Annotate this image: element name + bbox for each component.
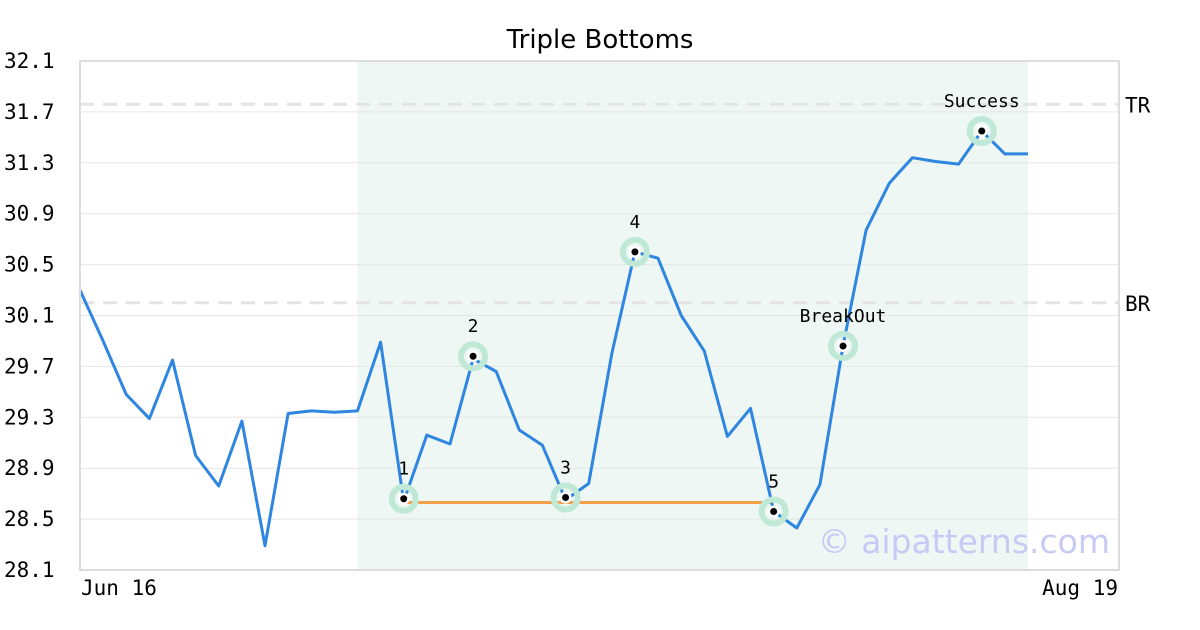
point-halo [458, 341, 489, 372]
y-axis: 28.1 28.5 28.9 29.3 29.7 30.1 30.5 30.9 31.3 31.7… [4, 49, 55, 582]
y-tick-label: 31.7 [4, 100, 55, 124]
y-tick-label: 28.1 [4, 558, 55, 582]
point-halo [388, 483, 419, 514]
y-tick-label: 31.3 [4, 151, 55, 175]
point-marker [839, 342, 847, 350]
x-tick-label: Aug 19 [1042, 576, 1118, 600]
watermark: © aipatterns.com [818, 522, 1110, 561]
pattern-points: 1 2 3 4 5 BreakOut Success [388, 91, 1020, 527]
reference-label-br: BR [1125, 292, 1151, 316]
price-line [78, 129, 1028, 548]
point-label: 5 [768, 471, 779, 492]
point-label: 4 [630, 212, 641, 233]
point-halo [758, 496, 789, 527]
y-tick-label: 30.1 [4, 304, 55, 328]
x-tick-label: Jun 16 [81, 576, 157, 600]
point-halo [966, 115, 997, 146]
y-tick-label: 28.5 [4, 507, 55, 531]
pattern-point-1: 1 [388, 459, 419, 514]
point-marker [562, 493, 570, 501]
reference-lines: TR BR [80, 93, 1151, 316]
point-label: 3 [560, 457, 571, 478]
point-label: 1 [398, 459, 409, 480]
point-halo [550, 482, 581, 513]
pattern-point-4: 4 [619, 212, 650, 267]
pattern-point-3: 3 [550, 457, 581, 513]
plot-frame [79, 60, 1120, 571]
point-halo [828, 331, 859, 362]
reference-label-tr: TR [1125, 93, 1151, 117]
y-tick-label: 29.7 [4, 354, 55, 378]
point-marker [631, 248, 639, 256]
point-halo [619, 236, 650, 267]
y-tick-label: 30.5 [4, 253, 55, 277]
pattern-point-breakout: BreakOut [800, 306, 887, 362]
chart-title: Triple Bottoms [506, 25, 694, 55]
point-marker [469, 352, 477, 360]
point-marker [400, 495, 408, 503]
y-tick-label: 32.1 [4, 49, 55, 73]
point-label: 2 [468, 316, 479, 337]
point-label: Success [944, 91, 1020, 112]
point-marker [978, 127, 986, 135]
pattern-point-5: 5 [758, 471, 789, 527]
pattern-point-success: Success [944, 91, 1020, 146]
y-tick-label: 29.3 [4, 405, 55, 429]
y-tick-label: 30.9 [4, 202, 55, 226]
series-layer [78, 129, 1028, 548]
x-axis: Jun 16 Aug 19 [81, 576, 1118, 600]
point-label: BreakOut [800, 306, 887, 327]
y-tick-label: 28.9 [4, 456, 55, 480]
pattern-point-2: 2 [458, 316, 489, 372]
point-marker [770, 507, 778, 515]
